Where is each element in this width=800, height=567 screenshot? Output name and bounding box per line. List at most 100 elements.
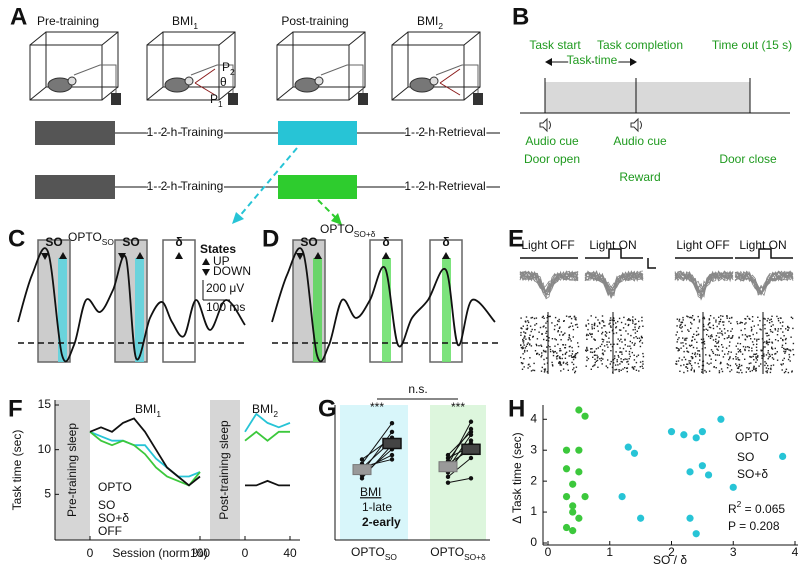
raster-tick xyxy=(710,358,712,360)
scale-time: 100 ms xyxy=(206,300,245,314)
cage-back xyxy=(45,31,119,88)
raster-tick xyxy=(782,359,784,361)
raster-tick xyxy=(610,350,612,352)
raster-tick xyxy=(536,352,539,355)
raster-tick xyxy=(633,344,635,346)
raster-tick xyxy=(787,358,790,361)
raster-tick xyxy=(565,362,567,365)
raster-tick xyxy=(609,322,611,324)
cage-edge xyxy=(391,31,409,46)
raster-tick xyxy=(737,357,739,359)
p1-label-sub: 1 xyxy=(218,99,223,109)
raster-tick xyxy=(597,319,599,321)
raster-tick xyxy=(619,363,621,365)
raster-tick xyxy=(587,328,589,331)
raster-tick xyxy=(693,333,695,335)
raster-tick xyxy=(553,328,556,331)
raster-tick xyxy=(615,322,617,324)
raster-tick xyxy=(708,363,710,365)
y-tick-label: 4 xyxy=(530,411,537,425)
raster-tick xyxy=(549,315,551,318)
raster-tick xyxy=(573,367,575,369)
raster-tick xyxy=(693,369,695,371)
raster-tick xyxy=(553,351,555,353)
raster-tick xyxy=(540,356,542,358)
raster-tick xyxy=(712,324,714,327)
opto-label-main: OPTO xyxy=(68,230,102,244)
raster-tick xyxy=(689,345,692,347)
raster-tick xyxy=(784,370,787,373)
raster-tick xyxy=(548,337,550,339)
raster-tick xyxy=(613,332,615,335)
spike-waveform xyxy=(674,270,734,296)
raster-tick xyxy=(756,340,758,342)
raster-tick xyxy=(768,334,770,337)
raster-tick xyxy=(731,336,734,338)
raster-tick xyxy=(523,358,525,360)
raster-tick xyxy=(708,322,710,325)
chart-title-sub: 1 xyxy=(156,409,161,419)
raster-tick xyxy=(764,364,766,367)
raster-tick xyxy=(531,316,534,319)
raster-tick xyxy=(787,326,789,328)
raster-tick xyxy=(572,336,574,338)
raster-tick xyxy=(690,369,692,371)
stage-label-sub: 2 xyxy=(438,21,443,31)
raster-tick xyxy=(615,368,618,371)
raster-tick xyxy=(732,335,734,337)
raster-tick xyxy=(627,360,629,363)
raster-tick xyxy=(785,368,788,370)
raster-tick xyxy=(571,350,574,352)
raster-tick xyxy=(738,363,741,366)
raster-tick xyxy=(767,350,769,352)
raster-tick xyxy=(543,358,545,361)
raster-tick xyxy=(708,318,710,320)
raster-tick xyxy=(638,337,641,339)
raster-tick xyxy=(698,350,700,352)
raster-tick xyxy=(528,338,530,340)
raster-tick xyxy=(751,328,753,331)
raster-tick xyxy=(591,323,593,326)
raster-tick xyxy=(574,370,577,372)
raster-tick xyxy=(527,367,529,369)
panel-label: F xyxy=(8,395,23,422)
spike-waveform xyxy=(584,272,644,297)
r-squared-sup: 2 xyxy=(737,499,742,509)
raster-tick xyxy=(568,350,571,352)
raster-tick xyxy=(768,356,770,358)
raster-tick xyxy=(562,362,565,364)
raster-tick xyxy=(568,326,570,329)
up-marker xyxy=(59,252,67,259)
raster-tick xyxy=(705,354,707,356)
raster-tick xyxy=(685,339,687,341)
raster-tick xyxy=(751,347,753,349)
raster-tick xyxy=(534,324,536,326)
raster-tick xyxy=(522,338,524,341)
scatter-point xyxy=(717,415,725,423)
cage-edge xyxy=(101,31,119,46)
scatter-point xyxy=(575,446,583,454)
raster-tick xyxy=(543,317,545,319)
raster-tick xyxy=(542,349,545,352)
raster-tick xyxy=(723,328,726,330)
door-open: Door open xyxy=(524,152,580,166)
raster-tick xyxy=(719,362,722,365)
raster-tick xyxy=(726,363,728,365)
raster-tick xyxy=(691,323,693,325)
raster-tick xyxy=(750,338,752,340)
raster-tick xyxy=(771,341,773,343)
stage-label: Pre-training xyxy=(37,14,99,28)
raster-tick xyxy=(690,364,693,367)
raster-tick xyxy=(708,335,710,338)
raster-tick xyxy=(558,327,561,329)
raster-tick xyxy=(771,346,773,348)
raster-tick xyxy=(772,324,774,326)
raster-tick xyxy=(748,349,750,352)
raster-tick xyxy=(609,317,612,319)
raster-tick xyxy=(601,333,603,335)
commutator xyxy=(228,93,238,105)
raster-tick xyxy=(600,357,603,359)
raster-tick xyxy=(722,346,724,348)
raster-tick xyxy=(562,333,565,336)
sleep-shade xyxy=(55,400,90,540)
